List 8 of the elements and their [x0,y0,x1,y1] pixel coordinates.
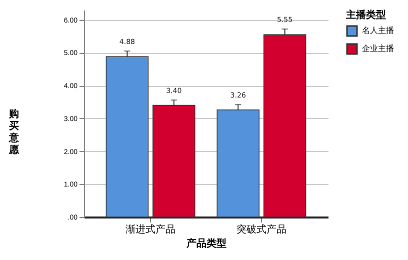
y-axis-title: 购买意愿 [8,108,20,156]
x-axis-title: 产品类型 [186,238,226,250]
bar [152,104,196,218]
legend-label: 企业主播 [362,44,394,53]
legend-title: 主播类型 [345,9,386,21]
x-tick-label: 突破式产品 [236,224,286,236]
x-tick-label: 渐进式产品 [126,224,176,236]
legend-label: 名人主播 [362,26,394,35]
